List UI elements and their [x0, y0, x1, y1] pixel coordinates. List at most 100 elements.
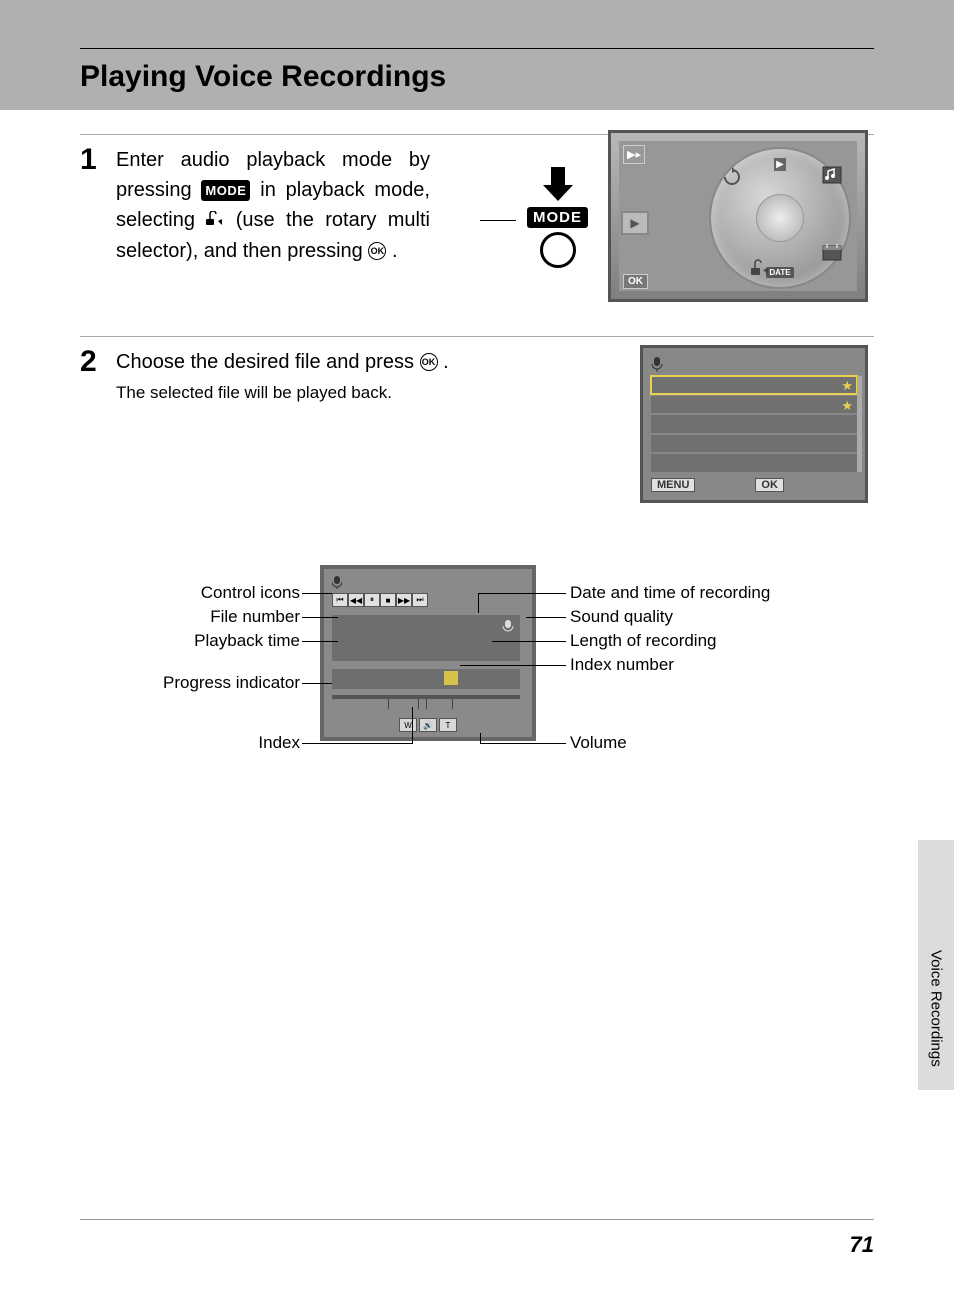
list-row: ★ — [651, 396, 857, 414]
dial-right-calendar-icon — [821, 241, 843, 263]
ok-icon-inline: OK — [368, 242, 386, 260]
ctrl-rew-icon: ◀◀ — [348, 593, 364, 607]
ls-inner: ★ ★ — [651, 354, 857, 472]
label-playback-time: Playback time — [80, 631, 300, 651]
index-marks — [332, 699, 520, 709]
star-icon: ★ — [841, 398, 853, 414]
line — [412, 707, 413, 744]
dial-top-label: ▶ — [774, 158, 786, 171]
label-sound-quality: Sound quality — [570, 607, 673, 627]
line — [302, 641, 338, 642]
index-mark — [426, 699, 427, 709]
side-tab-label: Voice Recordings — [928, 950, 945, 1067]
audio-play-icon — [206, 206, 224, 236]
ls-rows: ★ ★ — [651, 376, 857, 472]
control-icons-row: ⏮ ◀◀ ⏸ ■ ▶▶ ⏭ — [332, 593, 428, 607]
mode-chip-figure: MODE — [527, 207, 588, 228]
label-index-number: Index number — [570, 655, 674, 675]
step-2-main: Choose the desired file and press OK . — [116, 347, 620, 377]
mic-icon — [332, 575, 342, 594]
rotary-selector-figure: ▶▸ ▶ OK ▶ DATE — [608, 130, 868, 302]
ok-icon-inline-2: OK — [420, 353, 438, 371]
line — [478, 593, 566, 594]
step1-text-d: . — [392, 240, 398, 262]
zoom-out-icon: W — [399, 718, 417, 732]
playback-screen: ⏮ ◀◀ ⏸ ■ ▶▶ ⏭ W 🔊 T — [320, 565, 536, 741]
line — [302, 593, 332, 594]
line — [492, 641, 566, 642]
rotary-center — [756, 194, 804, 242]
title-rule — [80, 48, 874, 49]
file-list-screen: ★ ★ MENU OK — [640, 345, 868, 503]
dial-top-icon: ▶ — [769, 153, 791, 175]
rotary-dial: ▶ DATE — [709, 147, 851, 289]
dial-left-antishake-icon — [721, 166, 743, 188]
line — [302, 683, 332, 684]
zoom-in-icon: T — [439, 718, 457, 732]
step-1-body: Enter audio playback mode by pressing MO… — [116, 145, 430, 266]
step-1: 1 Enter audio playback mode by pressing … — [80, 145, 430, 266]
mode-chip-inline: MODE — [201, 180, 250, 202]
dial-right-pictmotion-icon — [821, 164, 843, 186]
list-row — [651, 435, 857, 453]
line — [302, 743, 412, 744]
line — [460, 665, 566, 666]
bottom-rule — [80, 1219, 874, 1220]
label-volume: Volume — [570, 733, 627, 753]
index-mark — [452, 699, 453, 709]
line — [480, 743, 566, 744]
mode-button-figure: MODE — [527, 165, 588, 268]
ctrl-next-icon: ⏭ — [412, 593, 428, 607]
ctrl-stop-icon: ■ — [380, 593, 396, 607]
step-2-body: Choose the desired file and press OK . T… — [116, 347, 620, 403]
ls-header — [651, 354, 857, 376]
volume-icon: 🔊 — [419, 718, 437, 732]
ok-chip: OK — [755, 478, 784, 492]
list-row — [651, 415, 857, 433]
ps-index-box — [332, 669, 520, 689]
star-icon: ★ — [841, 378, 853, 394]
down-arrow-icon — [541, 165, 575, 203]
line — [480, 733, 481, 744]
page-title: Playing Voice Recordings — [80, 60, 446, 94]
rotary-playback-chip-label: ▶ — [627, 149, 635, 161]
connector-line-1 — [480, 220, 516, 222]
page-number: 71 — [850, 1232, 874, 1258]
ctrl-prev-icon: ⏮ — [332, 593, 348, 607]
side-tab: Voice Recordings — [918, 840, 954, 1090]
mic-icon — [651, 356, 663, 375]
separator-mid — [80, 336, 874, 337]
index-mark — [388, 699, 389, 709]
label-file-number: File number — [80, 607, 300, 627]
ctrl-ff-icon: ▶▶ — [396, 593, 412, 607]
list-row — [651, 454, 857, 472]
step2-text-a: Choose the desired file and press — [116, 351, 420, 373]
ls-scrollbar — [857, 376, 862, 472]
step-1-text: Enter audio playback mode by pressing MO… — [116, 145, 430, 266]
line — [478, 593, 479, 613]
step1-figures: MODE ▶▸ ▶ OK ▶ DATE — [527, 130, 868, 302]
rotary-ok-chip: OK — [623, 274, 648, 289]
step-2-number: 2 — [80, 347, 102, 403]
index-marker — [444, 671, 458, 685]
sound-quality-icon — [502, 619, 514, 638]
header-band: Playing Voice Recordings — [0, 0, 954, 110]
step-1-number: 1 — [80, 145, 102, 266]
dial-bottom-audio-icon — [749, 257, 771, 279]
menu-chip: MENU — [651, 478, 695, 492]
line — [526, 617, 566, 618]
rotary-playback-chip: ▶▸ — [623, 145, 645, 164]
label-date-time: Date and time of recording — [570, 583, 770, 603]
label-progress: Progress indicator — [80, 673, 300, 693]
step-2-sub: The selected file will be played back. — [116, 383, 620, 403]
label-control-icons: Control icons — [80, 583, 300, 603]
ctrl-pause-icon: ⏸ — [364, 593, 380, 607]
dial-bottom-date-icon: DATE — [769, 261, 791, 283]
line — [302, 617, 338, 618]
ps-info-box — [332, 615, 520, 661]
label-index: Index — [80, 733, 300, 753]
mode-ring-icon — [540, 232, 576, 268]
step2-text-b: . — [443, 351, 449, 373]
playback-diagram: ⏮ ◀◀ ⏸ ■ ▶▶ ⏭ W 🔊 T Control icons File n… — [80, 555, 874, 775]
index-mark — [418, 699, 419, 709]
